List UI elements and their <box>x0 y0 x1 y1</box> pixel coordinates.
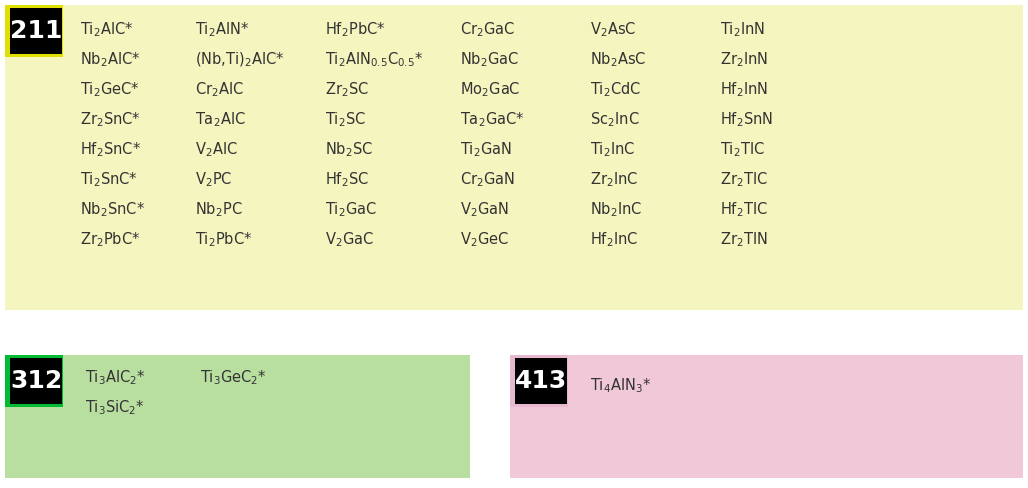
Text: Nb$_2$SC: Nb$_2$SC <box>325 141 373 160</box>
Text: Hf$_2$InC: Hf$_2$InC <box>590 231 638 249</box>
FancyBboxPatch shape <box>10 8 62 54</box>
Text: Hf$_2$SnC*: Hf$_2$SnC* <box>80 141 141 160</box>
Text: Ti$_3$GeC$_2$*: Ti$_3$GeC$_2$* <box>200 368 266 387</box>
FancyBboxPatch shape <box>515 358 567 404</box>
Text: V$_2$GeC: V$_2$GeC <box>460 231 509 249</box>
Text: Ti$_3$SiC$_2$*: Ti$_3$SiC$_2$* <box>85 399 145 417</box>
Text: Hf$_2$TlC: Hf$_2$TlC <box>720 201 768 219</box>
Text: V$_2$AlC: V$_2$AlC <box>195 141 237 160</box>
Text: V$_2$PC: V$_2$PC <box>195 171 232 189</box>
Text: Mo$_2$GaC: Mo$_2$GaC <box>460 81 520 100</box>
Text: (Nb,Ti)$_2$AlC*: (Nb,Ti)$_2$AlC* <box>195 51 285 69</box>
Text: Ti$_2$AlN$_{0.5}$C$_{0.5}$*: Ti$_2$AlN$_{0.5}$C$_{0.5}$* <box>325 51 424 69</box>
Text: Ti$_2$AlN*: Ti$_2$AlN* <box>195 20 249 40</box>
Text: Cr$_2$GaC: Cr$_2$GaC <box>460 20 515 40</box>
Text: V$_2$AsC: V$_2$AsC <box>590 20 636 40</box>
Text: 312: 312 <box>10 369 62 393</box>
FancyBboxPatch shape <box>5 5 1023 310</box>
Text: Ta$_2$AlC: Ta$_2$AlC <box>195 111 246 129</box>
Text: Ti$_2$SnC*: Ti$_2$SnC* <box>80 171 138 189</box>
FancyBboxPatch shape <box>510 355 1023 478</box>
Text: Zr$_2$TlC: Zr$_2$TlC <box>720 171 768 189</box>
FancyBboxPatch shape <box>510 355 568 407</box>
Text: Ti$_2$GaN: Ti$_2$GaN <box>460 141 512 160</box>
Text: Ti$_2$AlC*: Ti$_2$AlC* <box>80 20 134 40</box>
Text: V$_2$GaN: V$_2$GaN <box>460 201 509 219</box>
FancyBboxPatch shape <box>5 5 63 57</box>
Text: 413: 413 <box>515 369 567 393</box>
Text: Hf$_2$PbC*: Hf$_2$PbC* <box>325 20 386 40</box>
Text: Hf$_2$InN: Hf$_2$InN <box>720 81 768 100</box>
Text: Zr$_2$TlN: Zr$_2$TlN <box>720 231 768 249</box>
FancyBboxPatch shape <box>5 355 63 407</box>
Text: Ta$_2$GaC*: Ta$_2$GaC* <box>460 111 524 129</box>
Text: Ti$_3$AlC$_2$*: Ti$_3$AlC$_2$* <box>85 368 145 387</box>
Text: Ti$_2$PbC*: Ti$_2$PbC* <box>195 231 252 249</box>
Text: Ti$_4$AlN$_3$*: Ti$_4$AlN$_3$* <box>590 377 651 395</box>
Text: Cr$_2$GaN: Cr$_2$GaN <box>460 171 515 189</box>
Text: Zr$_2$PbC*: Zr$_2$PbC* <box>80 231 141 249</box>
Text: Hf$_2$SC: Hf$_2$SC <box>325 171 369 189</box>
Text: Zr$_2$SC: Zr$_2$SC <box>325 81 369 100</box>
Text: Ti$_2$GeC*: Ti$_2$GeC* <box>80 81 140 100</box>
Text: Nb$_2$InC: Nb$_2$InC <box>590 201 642 219</box>
Text: V$_2$GaC: V$_2$GaC <box>325 231 374 249</box>
FancyBboxPatch shape <box>10 358 62 404</box>
Text: Nb$_2$PC: Nb$_2$PC <box>195 201 243 219</box>
Text: Hf$_2$SnN: Hf$_2$SnN <box>720 111 773 129</box>
FancyBboxPatch shape <box>5 355 470 478</box>
Text: Nb$_2$AsC: Nb$_2$AsC <box>590 51 647 69</box>
Text: Sc$_2$InC: Sc$_2$InC <box>590 111 639 129</box>
Text: 211: 211 <box>10 19 62 43</box>
Text: Ti$_2$CdC: Ti$_2$CdC <box>590 81 641 100</box>
Text: Ti$_2$SC: Ti$_2$SC <box>325 111 366 129</box>
Text: Ti$_2$InN: Ti$_2$InN <box>720 20 765 40</box>
Text: Nb$_2$GaC: Nb$_2$GaC <box>460 51 519 69</box>
Text: Nb$_2$SnC*: Nb$_2$SnC* <box>80 201 145 219</box>
Text: Zr$_2$SnC*: Zr$_2$SnC* <box>80 111 141 129</box>
Text: Ti$_2$GaC: Ti$_2$GaC <box>325 201 377 219</box>
Text: Cr$_2$AlC: Cr$_2$AlC <box>195 81 244 100</box>
Text: Nb$_2$AlC*: Nb$_2$AlC* <box>80 51 141 69</box>
Text: Zr$_2$InC: Zr$_2$InC <box>590 171 638 189</box>
Text: Ti$_2$InC: Ti$_2$InC <box>590 141 635 160</box>
Text: Zr$_2$InN: Zr$_2$InN <box>720 51 768 69</box>
Text: Ti$_2$TlC: Ti$_2$TlC <box>720 141 765 160</box>
